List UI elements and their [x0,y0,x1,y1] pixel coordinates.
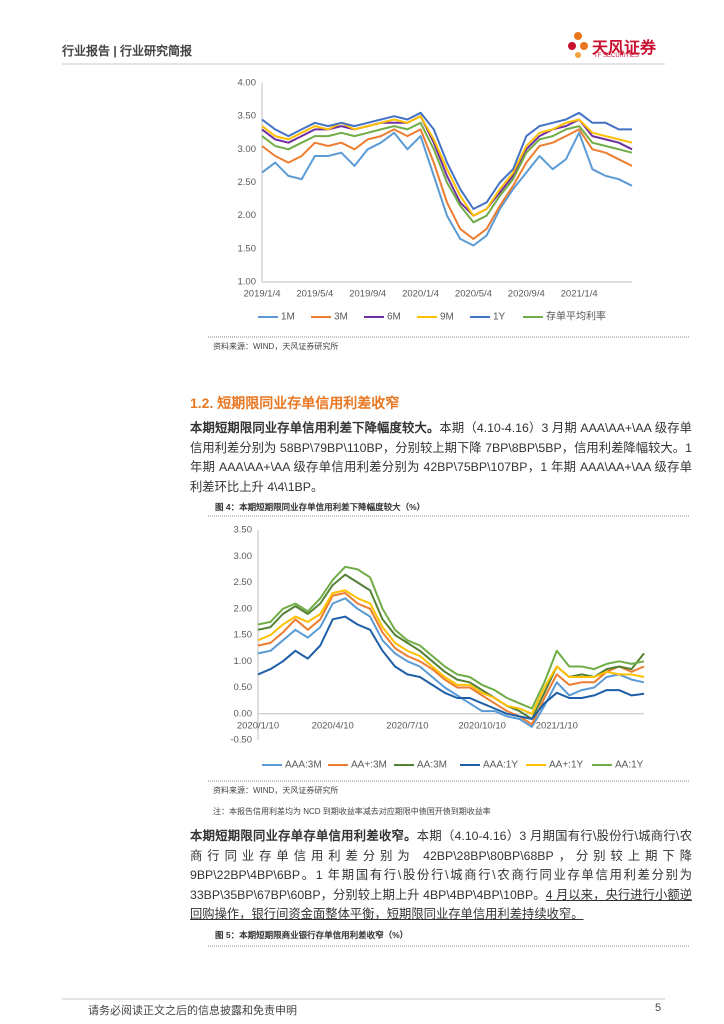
series-line [261,115,633,217]
paragraph-text: 本期（4.10-4.16）3 月期 AAA\AA+\AA 级存单信用利差分别为 … [190,421,692,494]
y-tick-label: 2.00 [238,210,257,221]
figure-title: 图 4：本期短期限同业存单信用利差下降幅度较大（%） [215,502,426,512]
x-tick-label: 2020/10/10 [458,720,506,731]
y-tick-label: 3.50 [234,525,253,536]
legend-label: AA:1Y [615,760,644,771]
header-title: 行业报告 | 行业研究简报 [62,44,193,58]
x-tick-label: 2020/7/10 [386,720,428,731]
series-line [261,115,633,217]
series-line [261,128,633,240]
y-tick-label: 1.50 [238,243,257,254]
paragraph-text: 本期（4.10-4.16）3 月期国有行\股份行\城商行\农商行同业存单信用利差… [190,829,692,902]
series-line [257,589,645,715]
x-tick-label: 2019/1/4 [244,289,281,300]
y-tick-label: 0.50 [234,682,253,693]
figure-title: 图 5：本期短期限商业银行存单信用利差收窄（%） [215,930,409,940]
series-line [261,131,633,247]
paragraph: 本期短期限同业存单存单信用利差收窄。本期（4.10-4.16）3 月期国有行\股… [190,827,692,925]
y-tick-label: 3.50 [238,111,257,122]
y-tick-label: 2.00 [234,603,253,614]
y-tick-label: -0.50 [230,735,252,746]
page-number: 5 [655,1002,662,1014]
series-line [257,565,645,710]
y-tick-label: 3.00 [238,144,257,155]
legend-label: AA:3M [417,760,447,771]
y-tick-label: 3.00 [234,551,253,562]
paragraph-lead: 本期短期限同业存单存单信用利差收窄。 [190,829,417,843]
x-tick-label: 2021/1/10 [536,720,578,731]
paragraph-lead: 本期短期限同业存单信用利差下降幅度较大。 [190,421,440,435]
legend-label: AA+:3M [351,760,387,771]
source: 资料来源：WIND，天风证券研究所 [213,786,339,795]
x-tick-label: 2019/5/4 [296,289,333,300]
x-tick-label: 2020/5/4 [455,289,492,300]
logo-dot [580,42,588,50]
x-tick-label: 2020/1/10 [237,720,279,731]
y-tick-label: 0.00 [234,708,253,719]
legend-label: AA+:1Y [549,760,584,771]
legend-label: AAA:3M [285,760,322,771]
x-tick-label: 2020/4/10 [312,720,354,731]
paragraph-underlined: 4 月以来，央行进行小额逆回购操作，银行间资金面整体平衡，短期限同业存单信用利差… [190,887,692,922]
disclaimer: 请务必阅读正文之后的信息披露和免责申明 [88,1005,297,1017]
series-line [261,111,632,210]
y-tick-label: 1.00 [234,656,253,667]
brand-en: TF SECURITIES [594,53,640,59]
y-tick-label: 1.00 [238,277,257,288]
x-tick-label: 2020/1/4 [402,289,439,300]
y-tick-label: 1.50 [234,630,253,641]
x-tick-label: 2021/1/4 [561,289,598,300]
legend-label: 1M [281,312,295,323]
note: 注：本报告信用利差均为 NCD 到期收益率减去对应期限中债国开债到期收益率 [213,807,491,816]
series-line [257,573,645,720]
series-line [257,615,645,720]
x-tick-label: 2019/9/4 [349,289,386,300]
legend-label: 3M [334,312,348,323]
logo-dot [574,32,582,40]
logo-dot [575,52,581,58]
legend-label: 存单平均利率 [546,310,606,323]
logo [568,32,588,58]
brand: 天风证券 [592,40,657,57]
section-heading: 1.2. 短期限同业存单信用利差收窄 [190,395,400,411]
series-line [257,597,645,728]
x-tick-label: 2020/9/4 [508,289,545,300]
series-line [261,121,633,224]
legend-label: AAA:1Y [483,760,518,771]
paragraph: 本期短期限同业存单信用利差下降幅度较大。本期（4.10-4.16）3 月期 AA… [190,419,692,497]
source: 资料来源：WIND，天风证券研究所 [213,342,339,351]
legend-label: 9M [440,312,454,323]
y-tick-label: 4.00 [238,78,257,89]
y-tick-label: 2.50 [234,577,253,588]
series-line [257,592,645,726]
y-tick-label: 2.50 [238,177,257,188]
legend-label: 1Y [493,312,506,323]
logo-dot [568,42,576,50]
legend-label: 6M [387,312,401,323]
